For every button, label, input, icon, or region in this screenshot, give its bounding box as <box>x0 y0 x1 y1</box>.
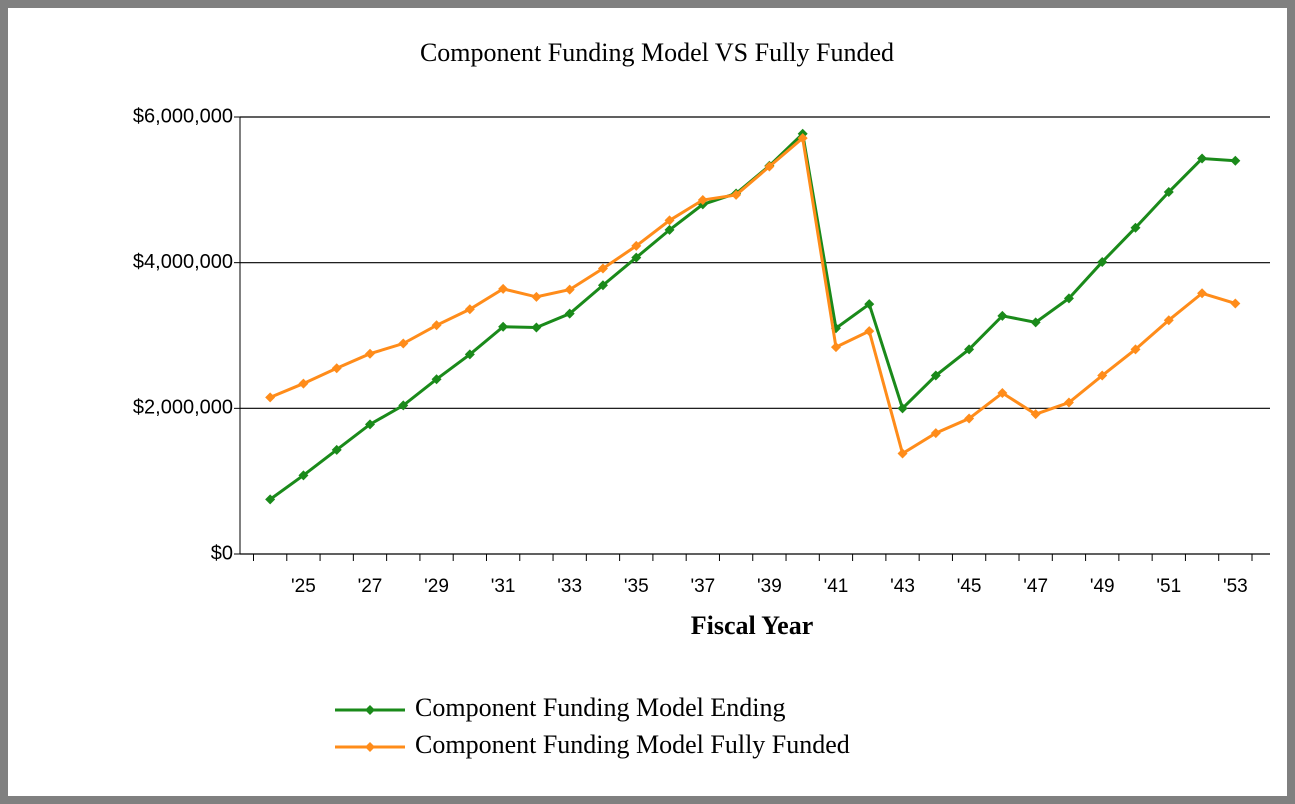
x-tick-label: '33 <box>557 576 582 597</box>
point-marker <box>664 224 675 235</box>
y-tick-label: $4,000,000 <box>133 251 233 273</box>
point-marker <box>964 344 975 355</box>
point-marker <box>1230 155 1241 166</box>
point-marker <box>1063 397 1074 408</box>
x-tick-label: '45 <box>957 576 982 597</box>
x-tick-label: '41 <box>824 576 849 597</box>
point-marker <box>431 374 442 385</box>
point-marker <box>464 304 475 315</box>
legend-marker <box>365 742 375 752</box>
point-marker <box>697 195 708 206</box>
point-marker <box>830 342 841 353</box>
point-marker <box>398 338 409 349</box>
point-marker <box>930 428 941 439</box>
point-marker <box>298 470 309 481</box>
legend-label: Component Funding Model Fully Funded <box>415 730 850 759</box>
point-marker <box>1097 370 1108 381</box>
point-marker <box>531 322 542 333</box>
x-tick-label: '35 <box>624 576 649 597</box>
point-marker <box>265 392 276 403</box>
point-marker <box>364 419 375 430</box>
point-marker <box>1163 315 1174 326</box>
x-tick-label: '25 <box>291 576 316 597</box>
point-marker <box>731 189 742 200</box>
legend-label: Component Funding Model Ending <box>415 693 786 722</box>
point-marker <box>431 320 442 331</box>
point-marker <box>1197 153 1208 164</box>
point-marker <box>597 280 608 291</box>
point-marker <box>864 326 875 337</box>
legend-marker <box>365 705 375 715</box>
point-marker <box>930 370 941 381</box>
x-tick-label: '53 <box>1223 576 1248 597</box>
point-marker <box>464 349 475 360</box>
point-marker <box>897 448 908 459</box>
point-marker <box>531 291 542 302</box>
x-tick-label: '39 <box>757 576 782 597</box>
point-marker <box>564 308 575 319</box>
x-tick-label: '31 <box>491 576 516 597</box>
point-marker <box>797 133 808 144</box>
point-marker <box>631 252 642 263</box>
series-line <box>269 130 1236 501</box>
point-marker <box>398 400 409 411</box>
y-tick-label: $6,000,000 <box>133 105 233 127</box>
point-marker <box>498 321 509 332</box>
point-marker <box>997 388 1008 399</box>
y-tick-label: $0 <box>211 542 233 564</box>
x-tick-label: '51 <box>1156 576 1181 597</box>
point-marker <box>597 263 608 274</box>
point-marker <box>1130 222 1141 233</box>
point-marker <box>1130 344 1141 355</box>
point-marker <box>265 494 276 505</box>
point-marker <box>364 348 375 359</box>
x-tick-label: '49 <box>1090 576 1115 597</box>
series-line <box>269 135 1236 456</box>
point-marker <box>664 215 675 226</box>
x-tick-label: '43 <box>890 576 915 597</box>
point-marker <box>498 283 509 294</box>
point-marker <box>298 378 309 389</box>
point-marker <box>331 363 342 374</box>
x-tick-label: '29 <box>424 576 449 597</box>
point-marker <box>1030 317 1041 328</box>
y-tick-label: $2,000,000 <box>133 397 233 419</box>
point-marker <box>864 299 875 310</box>
point-marker <box>997 310 1008 321</box>
point-marker <box>1197 288 1208 299</box>
x-tick-label: '47 <box>1023 576 1048 597</box>
point-marker <box>897 403 908 414</box>
point-marker <box>331 444 342 455</box>
point-marker <box>1163 187 1174 198</box>
point-marker <box>764 161 775 172</box>
x-axis-title: Fiscal Year <box>691 611 814 640</box>
point-marker <box>1030 409 1041 420</box>
point-marker <box>1063 293 1074 304</box>
point-marker <box>1097 256 1108 267</box>
point-marker <box>964 413 975 424</box>
point-marker <box>564 284 575 295</box>
point-marker <box>1230 298 1241 309</box>
x-tick-label: '37 <box>690 576 715 597</box>
x-tick-label: '27 <box>358 576 383 597</box>
chart-title: Component Funding Model VS Fully Funded <box>420 38 894 67</box>
point-marker <box>631 240 642 251</box>
